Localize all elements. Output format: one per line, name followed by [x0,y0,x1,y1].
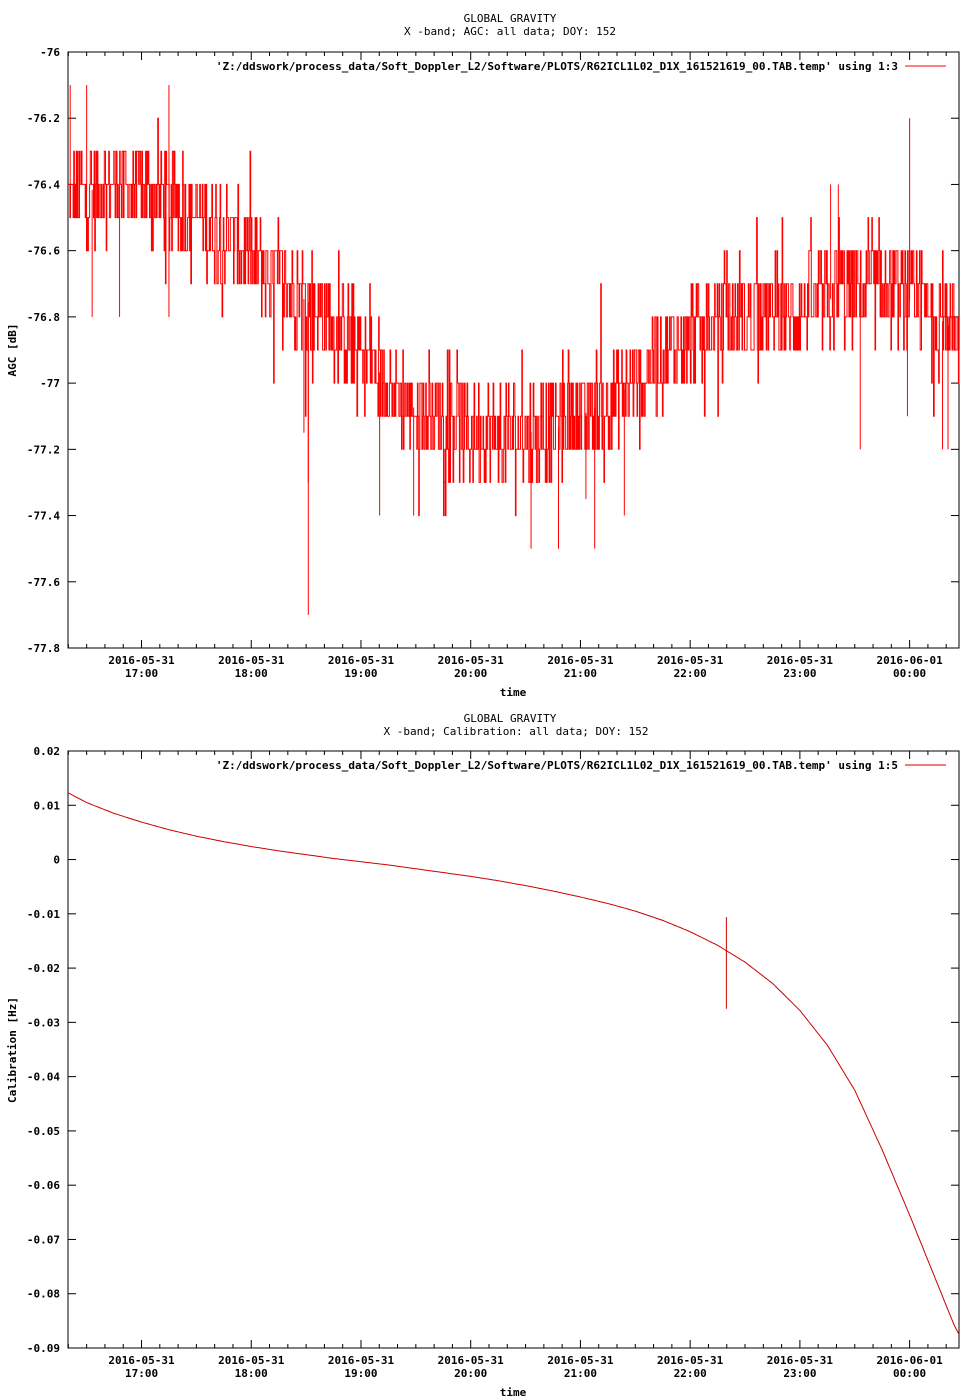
chart-agc: GLOBAL GRAVITY X -band; AGC: all data; D… [6,12,960,699]
x-tick-label-time: 21:00 [564,667,597,680]
x-tick-label-time: 20:00 [454,667,487,680]
chart-1-title: GLOBAL GRAVITY [464,12,557,25]
y-tick-label: 0 [53,854,60,867]
x-tick-label-time: 22:00 [674,1367,707,1380]
y-tick-label: -0.03 [27,1016,60,1029]
x-tick-label-time: 21:00 [564,1367,597,1380]
y-tick-label: -77 [40,377,60,390]
x-tick-label-date: 2016-05-31 [547,654,614,667]
x-tick-label-time: 18:00 [235,1367,268,1380]
y-tick-label: -77.2 [27,443,60,456]
x-tick-label-time: 22:00 [674,667,707,680]
chart-2-xlabel: time [500,1386,527,1399]
chart-2-plot-frame [67,750,960,1349]
y-tick-label: -0.08 [27,1288,60,1301]
x-tick-label-time: 23:00 [783,667,816,680]
x-tick-label-time: 00:00 [893,667,926,680]
x-tick-label-time: 17:00 [125,667,158,680]
series-line [67,792,960,1335]
chart-1-series [68,85,960,615]
y-tick-label: -76 [40,46,60,59]
chart-1-plot-frame [67,51,960,649]
chart-2-title: GLOBAL GRAVITY [464,712,557,725]
y-tick-label: -77.8 [27,642,60,655]
x-tick-label-date: 2016-05-31 [438,1354,505,1367]
chart-2-legend-text: 'Z:/ddswork/process_data/Soft_Doppler_L2… [216,759,898,772]
x-tick-label-date: 2016-05-31 [218,1354,285,1367]
x-tick-label-time: 23:00 [783,1367,816,1380]
x-tick-label-date: 2016-05-31 [438,654,505,667]
x-tick-label-time: 18:00 [235,667,268,680]
x-tick-label-date: 2016-05-31 [328,1354,395,1367]
x-tick-label-date: 2016-05-31 [108,654,175,667]
chart-1-xlabel: time [500,686,527,699]
chart-1-x-axis: 2016-05-3117:002016-05-3118:002016-05-31… [67,52,947,680]
y-tick-label: -77.6 [27,576,60,589]
x-tick-label-date: 2016-05-31 [108,1354,175,1367]
chart-2-series [67,792,960,1335]
y-tick-label: -0.06 [27,1179,60,1192]
series-line [68,117,960,517]
x-tick-label-time: 19:00 [344,667,377,680]
x-tick-label-time: 19:00 [344,1367,377,1380]
x-tick-label-date: 2016-05-31 [547,1354,614,1367]
x-tick-label-time: 17:00 [125,1367,158,1380]
x-tick-label-time: 20:00 [454,1367,487,1380]
y-tick-label: -0.05 [27,1125,60,1138]
y-tick-label: -0.09 [27,1342,60,1355]
y-tick-label: -76.8 [27,311,60,324]
x-tick-label-date: 2016-05-31 [328,654,395,667]
y-tick-label: -76.2 [27,112,60,125]
y-tick-label: -0.04 [27,1071,60,1084]
y-tick-label: 0.01 [34,799,61,812]
y-tick-label: -77.4 [27,510,60,523]
chart-2-subtitle: X -band; Calibration: all data; DOY: 152 [384,725,649,738]
chart-calibration: GLOBAL GRAVITY X -band; Calibration: all… [6,712,960,1399]
chart-1-ylabel: AGC [dB] [6,324,19,377]
x-tick-label-time: 00:00 [893,1367,926,1380]
chart-1-y-axis: -76 -76.2 -76.4 -76.6 -76.8 -77 -77.2 -77.4 -77.… [27,46,959,655]
chart-1-subtitle: X -band; AGC: all data; DOY: 152 [404,25,616,38]
x-tick-label-date: 2016-05-31 [657,1354,724,1367]
y-tick-label: 0.02 [34,745,61,758]
x-tick-label-date: 2016-05-31 [657,654,724,667]
x-tick-label-date: 2016-05-31 [767,654,834,667]
chart-2-ylabel: Calibration [Hz] [6,997,19,1103]
chart-2-x-axis: 2016-05-3117:002016-05-3118:002016-05-31… [67,751,947,1380]
x-tick-label-date: 2016-05-31 [767,1354,834,1367]
y-tick-label: -0.07 [27,1233,60,1246]
x-tick-label-date: 2016-06-01 [877,654,944,667]
y-tick-label: -0.02 [27,962,60,975]
y-tick-label: -76.4 [27,178,60,191]
chart-1-legend-text: 'Z:/ddswork/process_data/Soft_Doppler_L2… [216,60,898,73]
chart-2-y-axis: 0.02 0.01 0 -0.01 -0.02 -0.03 -0.04 -0.05 -0.06 -… [27,745,959,1355]
x-tick-label-date: 2016-06-01 [877,1354,944,1367]
y-tick-label: -76.6 [27,245,60,258]
y-tick-label: -0.01 [27,908,60,921]
x-tick-label-date: 2016-05-31 [218,654,285,667]
